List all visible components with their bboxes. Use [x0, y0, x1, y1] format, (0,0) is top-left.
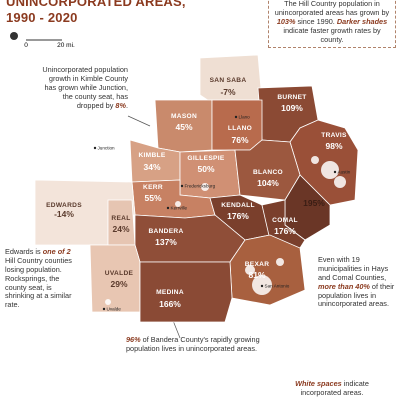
county-growth: 45%	[175, 122, 192, 132]
county-growth: 76%	[231, 135, 248, 145]
emphasis: 8%	[115, 100, 126, 110]
county-name: BANDERA	[148, 228, 183, 235]
county-growth: -7%	[220, 87, 236, 97]
county	[229, 234, 306, 306]
county-growth: 195%	[303, 198, 325, 208]
emphasis: more than 40%	[318, 281, 370, 291]
legend-note: White spaces indicate incorporated areas…	[282, 379, 382, 398]
note-text: of Bandera County's rapidly growing popu…	[126, 335, 260, 353]
city-name: Uvalde	[107, 307, 122, 312]
county-growth: 176%	[227, 211, 249, 221]
county-growth: 104%	[257, 178, 279, 188]
note-text: since 1990.	[295, 16, 337, 26]
incorporated-area	[321, 161, 339, 179]
county-growth: 50%	[197, 164, 214, 174]
scale-bar: 0 20 mi.	[10, 32, 75, 49]
incorporated-area	[311, 156, 319, 164]
emphasis: 103%	[276, 16, 296, 26]
county-growth: 176%	[274, 226, 296, 236]
county-name: EDWARDS	[46, 202, 82, 209]
incorporated-area	[201, 183, 209, 191]
city-name: Llano	[239, 115, 251, 120]
note-text: Hill Country counties losing population.…	[5, 255, 72, 310]
county-name: KIMBLE	[138, 152, 165, 159]
city-name: Kerrville	[171, 206, 188, 211]
county-labels: SAN SABA -7% BURNET 109% MASON 45% LLANO 76% TRA…	[46, 77, 351, 312]
hays-comal-note: Even with 19 municipalities in Hays and …	[318, 255, 398, 309]
bandera-note: 96% of Bandera County's rapidly growing …	[126, 335, 266, 354]
county-name: REAL	[111, 215, 130, 222]
scale-end: 20 mi.	[57, 42, 75, 49]
emphasis: White spaces	[295, 379, 342, 388]
kimble-note: Unincorporated population growth in Kimb…	[38, 65, 128, 110]
county-growth: 55%	[144, 193, 161, 203]
city-name: Austin	[338, 170, 351, 175]
county-name: LLANO	[228, 125, 252, 132]
city-dot	[333, 170, 337, 174]
city-name: Fredericksburg	[185, 184, 216, 189]
city-dot	[260, 284, 264, 288]
county-growth: -14%	[54, 209, 74, 219]
county-growth: 166%	[159, 299, 181, 309]
county-growth: 109%	[281, 103, 303, 113]
county-name: KERR	[143, 184, 163, 191]
county-name: MEDINA	[156, 289, 184, 296]
emphasis: 96%	[126, 335, 141, 344]
city-dot	[234, 115, 238, 119]
county-growth: 81%	[248, 270, 265, 280]
county-growth: 34%	[143, 162, 160, 172]
county-growth: 98%	[325, 141, 342, 151]
note-text: of their population lives in unincorpora…	[318, 281, 395, 309]
summary-note: The Hill Country population in unincorpo…	[268, 0, 396, 49]
county-growth: 24%	[112, 224, 129, 234]
incorporated-area	[276, 258, 284, 266]
city-dot	[102, 307, 106, 311]
county-name: GILLESPIE	[187, 155, 224, 162]
city-name: Junction	[98, 146, 116, 151]
county	[234, 139, 301, 201]
county-growth: 29%	[110, 279, 127, 289]
county-growth: 137%	[155, 237, 177, 247]
city-dot	[180, 184, 184, 188]
emphasis: Darker shades	[336, 16, 388, 26]
city-dot	[166, 206, 170, 210]
incorporated-area	[334, 176, 346, 188]
city-name: San Antonio	[265, 284, 290, 289]
county-name: BURNET	[277, 94, 306, 101]
incorporated-area	[105, 299, 111, 305]
note-text: .	[125, 100, 128, 110]
title-line: 1990 - 2020	[6, 10, 78, 25]
county	[154, 99, 213, 153]
incorporated-area	[175, 201, 181, 207]
county-name: SAN SABA	[210, 77, 247, 84]
note-text: Edwards is	[5, 247, 43, 256]
county-name: BEXAR	[245, 261, 270, 268]
county-name: KENDALL	[221, 202, 255, 209]
scale-start: 0	[24, 42, 28, 49]
edwards-note: Edwards is one of 2 Hill Country countie…	[5, 247, 77, 310]
note-text: indicate faster growth rates by county.	[283, 25, 381, 44]
county-name: TRAVIS	[321, 132, 347, 139]
county	[139, 261, 233, 323]
incorporated-area	[245, 265, 255, 275]
note-text: The Hill Country population in unincorpo…	[274, 0, 390, 17]
city-dot	[93, 146, 97, 150]
county-name: COMAL	[272, 217, 298, 224]
emphasis: one of 2	[42, 247, 71, 256]
counties	[34, 54, 359, 323]
note-text: indicate incorporated areas.	[300, 379, 369, 397]
county-name: MASON	[171, 113, 197, 120]
county-name: BLANCO	[253, 169, 283, 176]
note-text: Even with 19 municipalities in Hays and …	[318, 255, 389, 282]
title-line: UNINCORPORATED AREAS,	[6, 0, 186, 9]
county-name: UVALDE	[105, 270, 134, 277]
county	[107, 199, 136, 246]
note-text: Unincorporated population growth in Kimb…	[42, 65, 128, 110]
